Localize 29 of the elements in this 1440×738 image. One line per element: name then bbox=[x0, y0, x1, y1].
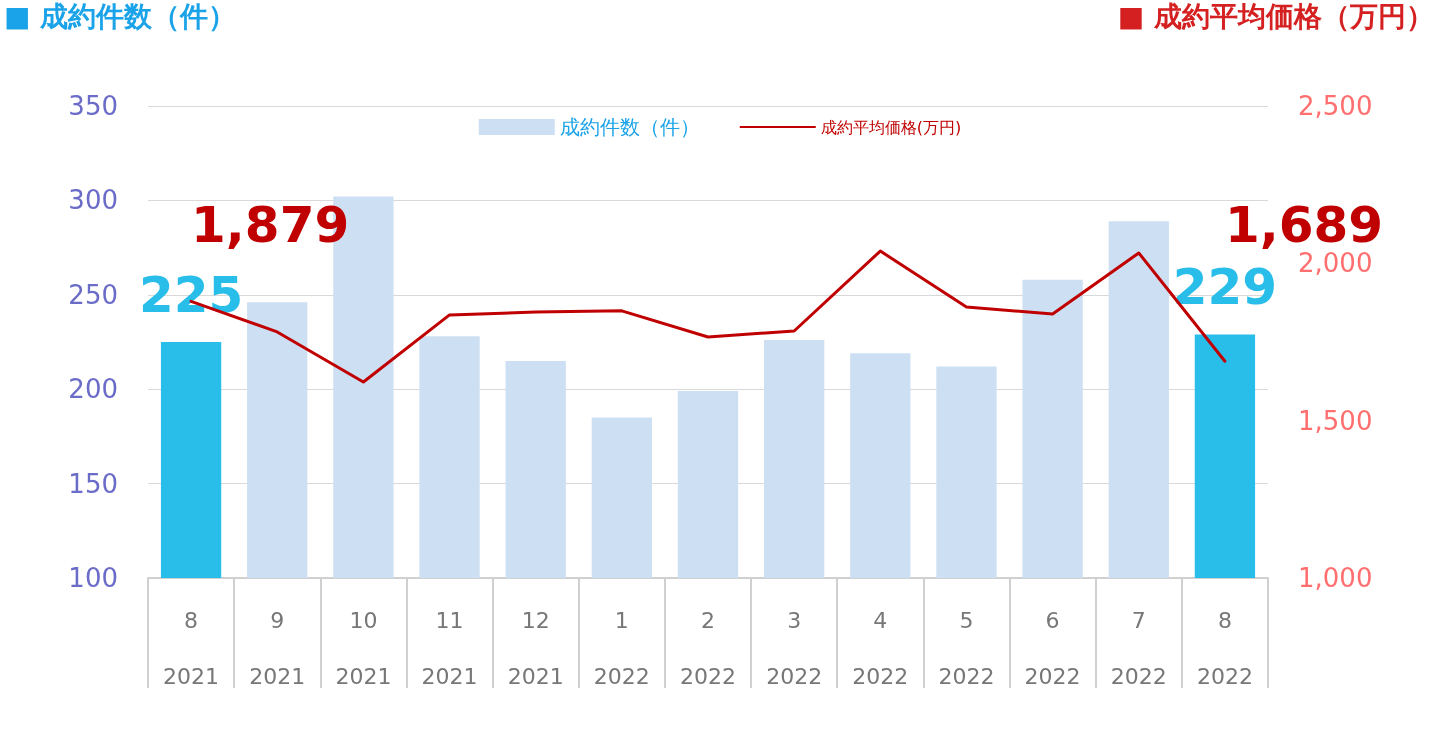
y-tick-label: 300 bbox=[68, 185, 118, 216]
legend-label: 成約件数（件） bbox=[559, 115, 700, 139]
data-label: 229 bbox=[1172, 258, 1278, 317]
category-label: 4 2022 bbox=[852, 607, 909, 689]
category-label: 9 2021 bbox=[249, 607, 306, 689]
y-tick-label: 250 bbox=[68, 279, 118, 310]
y-tick-label: 100 bbox=[68, 563, 118, 593]
y2-axis-title: ■ 成約平均価格（万円） bbox=[1117, 0, 1434, 33]
y-axis-title: ■ 成約件数（件） bbox=[4, 0, 237, 33]
y2-tick-label: 1,000 bbox=[1298, 563, 1373, 593]
y-tick-label: 350 bbox=[68, 91, 118, 121]
category-label: 5 2022 bbox=[938, 607, 995, 689]
y2-tick-label: 1,500 bbox=[1298, 405, 1373, 436]
y2-tick-label: 2,500 bbox=[1298, 91, 1373, 121]
y-tick-label: 200 bbox=[68, 374, 118, 405]
category-label: 1 2022 bbox=[593, 607, 650, 689]
category-label: 10 2021 bbox=[335, 607, 392, 689]
category-label: 8 2022 bbox=[1196, 607, 1253, 689]
data-label: 1,879 bbox=[191, 196, 350, 254]
category-label: 6 2022 bbox=[1024, 607, 1081, 689]
category-label: 2 2022 bbox=[680, 607, 736, 689]
category-label: 12 2021 bbox=[507, 607, 564, 689]
data-label: 225 bbox=[138, 266, 244, 324]
category-label: 8 2021 bbox=[163, 607, 220, 689]
category-label: 7 2022 bbox=[1110, 607, 1167, 689]
legend-label: 成約平均価格(万円) bbox=[820, 117, 962, 137]
y-tick-label: 150 bbox=[68, 468, 118, 499]
category-label: 3 2022 bbox=[766, 607, 823, 689]
category-label: 11 2021 bbox=[421, 607, 478, 689]
